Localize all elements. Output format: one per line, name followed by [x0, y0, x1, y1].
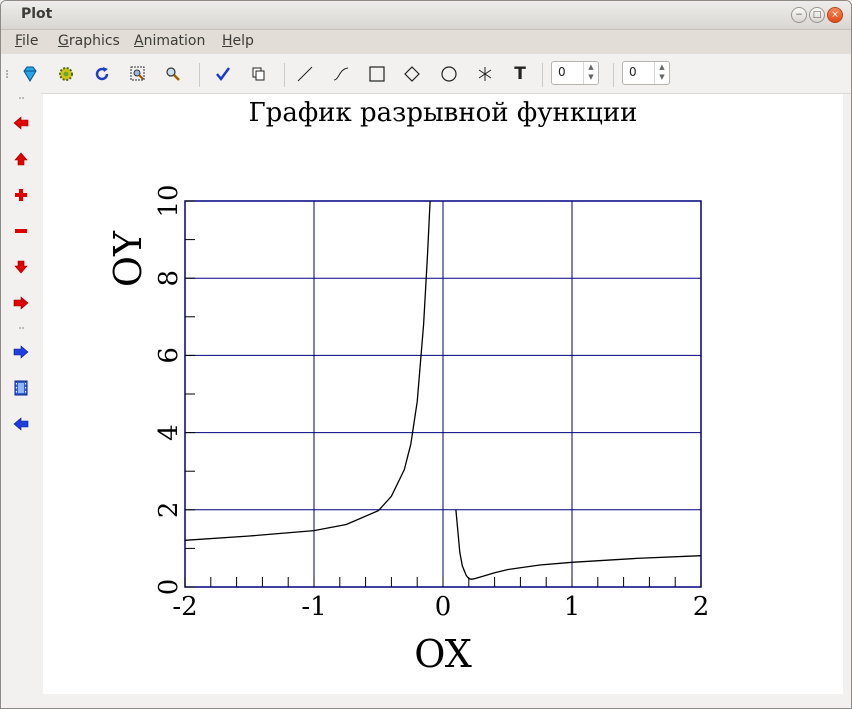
arrow-right-blue-icon[interactable]	[11, 342, 31, 362]
x-tick-label: -2	[172, 592, 197, 622]
zoom-region-icon[interactable]	[127, 63, 149, 85]
ellipse-tool-icon[interactable]	[438, 63, 460, 85]
menu-animation[interactable]: Animation	[134, 33, 205, 49]
diamond-tool-icon[interactable]	[401, 63, 423, 85]
line-tool-icon[interactable]	[294, 63, 316, 85]
x-tick-label: -1	[301, 592, 326, 622]
menu-graphics-mnemonic: G	[58, 33, 69, 49]
plus-icon[interactable]	[11, 185, 31, 205]
copy-icon[interactable]	[247, 63, 269, 85]
spinbox-1-arrows[interactable]: ▲ ▼	[583, 62, 598, 84]
chart-title: График разрывной функции	[248, 98, 638, 128]
curve-tool-icon[interactable]	[330, 63, 352, 85]
side-toolbar	[1, 93, 41, 708]
window-title: Plot	[21, 6, 53, 22]
spinbox-2-arrows[interactable]: ▲ ▼	[654, 62, 669, 84]
close-button[interactable]: ×	[827, 7, 843, 23]
menu-animation-mnemonic: A	[134, 33, 144, 49]
toolbar-separator	[613, 63, 614, 87]
rectangle-tool-icon[interactable]	[366, 63, 388, 85]
menu-file-label: ile	[22, 33, 39, 49]
menu-bar: File Graphics Animation Help	[1, 30, 851, 54]
arrow-up-red-icon[interactable]	[11, 149, 31, 169]
spinbox-1-value: 0	[558, 65, 566, 79]
toolbar-grip-icon[interactable]	[5, 69, 11, 79]
maximize-button[interactable]: □	[809, 7, 825, 23]
y-tick-label: 10	[154, 184, 184, 217]
y-tick-label: 0	[154, 579, 184, 596]
canvas-bottom-margin	[43, 694, 843, 708]
asterisk-tool-icon[interactable]	[474, 63, 496, 85]
menu-help-mnemonic: H	[222, 33, 233, 49]
menu-help[interactable]: Help	[222, 33, 254, 49]
spinbox-1[interactable]: 0 ▲ ▼	[551, 61, 599, 85]
sidebar-grip-icon[interactable]	[18, 95, 24, 105]
y-tick-label: 4	[154, 424, 184, 441]
gear-icon[interactable]	[55, 63, 77, 85]
toolbar: T 0 ▲ ▼ 0 ▲ ▼	[1, 55, 851, 94]
menu-animation-label: nimation	[143, 33, 206, 49]
gem-icon[interactable]	[19, 63, 41, 85]
y-tick-label: 2	[154, 502, 184, 519]
arrow-right-red-icon[interactable]	[11, 293, 31, 313]
y-tick-label: 6	[154, 347, 184, 364]
curve-branch-1	[184, 200, 431, 541]
spinbox-2[interactable]: 0 ▲ ▼	[622, 61, 670, 85]
title-bar[interactable]: Plot − □ ×	[1, 1, 851, 30]
y-axis-label: OY	[106, 230, 150, 287]
menu-file[interactable]: File	[15, 33, 38, 49]
y-tick-label: 8	[154, 270, 184, 287]
film-icon[interactable]	[11, 378, 31, 398]
sidebar-grip-icon[interactable]	[18, 325, 24, 335]
toolbar-separator	[542, 63, 543, 87]
chart-svg: -2 -1 0 1 2 0 2 4 6 8 10 OX OY	[106, 184, 710, 676]
arrow-left-blue-icon[interactable]	[11, 414, 31, 434]
spinbox-2-value: 0	[629, 65, 637, 79]
menu-file-mnemonic: F	[15, 33, 23, 49]
refresh-icon[interactable]	[91, 63, 113, 85]
minus-icon[interactable]	[11, 221, 31, 241]
toolbar-separator	[284, 63, 285, 87]
arrow-down-red-icon[interactable]	[11, 257, 31, 277]
curve-branch-2	[455, 509, 702, 580]
x-tick-label: 1	[564, 592, 581, 622]
text-tool-icon[interactable]: T	[514, 64, 526, 84]
arrow-left-red-icon[interactable]	[11, 113, 31, 133]
menu-graphics[interactable]: Graphics	[58, 33, 120, 49]
x-tick-label: 2	[693, 592, 710, 622]
zoom-search-icon[interactable]	[162, 63, 184, 85]
x-axis-label: OX	[414, 632, 472, 676]
menu-graphics-label: raphics	[68, 33, 120, 49]
toolbar-separator	[199, 63, 200, 87]
minimize-button[interactable]: −	[791, 7, 807, 23]
checkmark-icon[interactable]	[212, 63, 234, 85]
x-tick-label: 0	[435, 592, 452, 622]
plot-canvas[interactable]: График разрывной функции -2 -1 0 1 2 0 2 4 6 8 10 O…	[43, 94, 843, 694]
menu-help-label: elp	[232, 33, 254, 49]
